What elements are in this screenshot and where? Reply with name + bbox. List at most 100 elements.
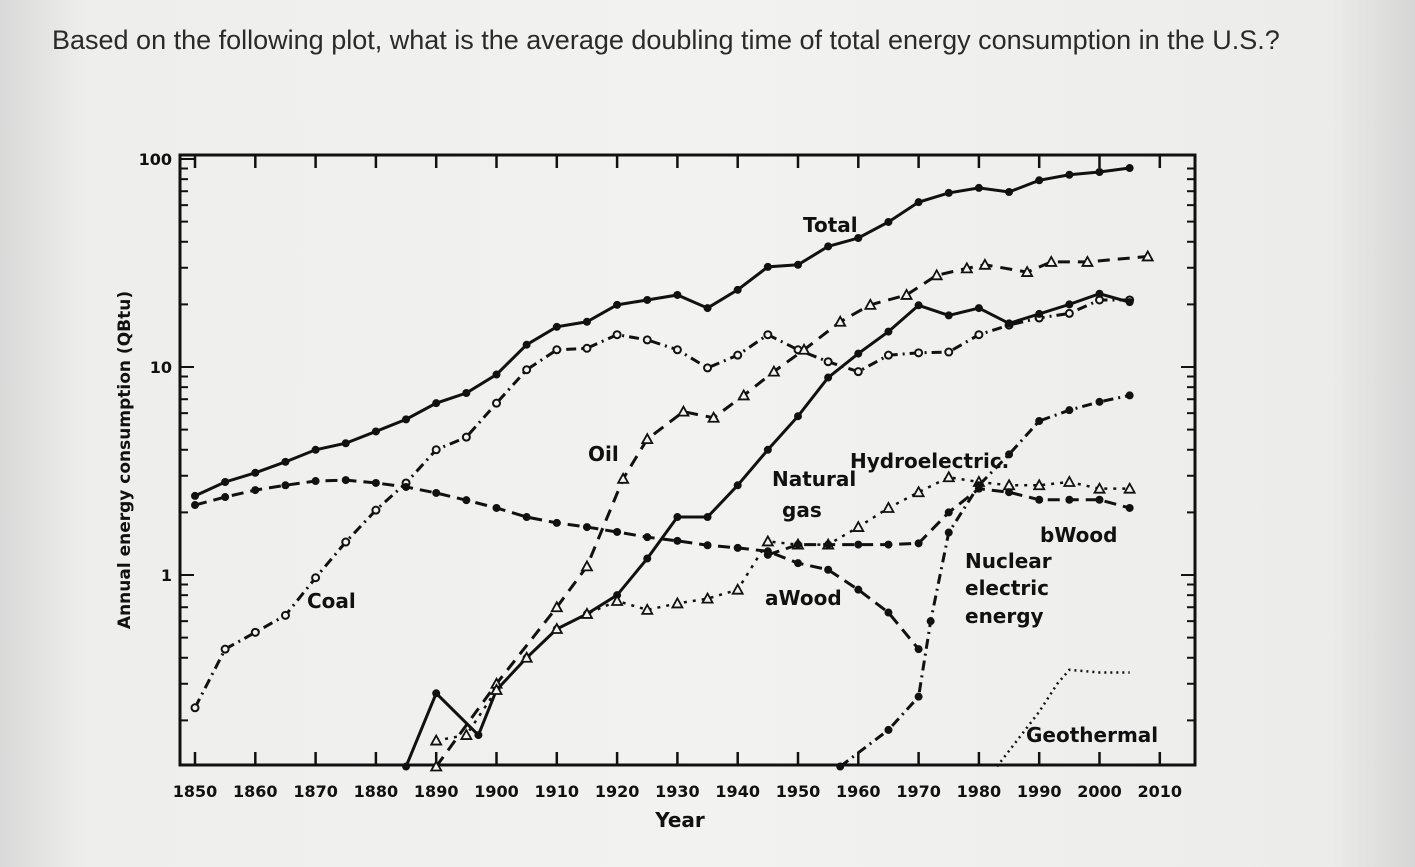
data-point	[550, 600, 564, 613]
data-point	[492, 503, 501, 512]
y-tick-label: 100	[139, 150, 172, 169]
data-point	[280, 610, 290, 620]
x-tick-label: 1900	[474, 782, 519, 801]
x-tick-label: 1980	[957, 782, 1002, 801]
data-point	[763, 550, 772, 559]
data-point	[833, 314, 847, 327]
question-text: Based on the following plot, what is the…	[52, 25, 1280, 55]
data-point	[1095, 289, 1104, 298]
data-point	[429, 759, 443, 772]
data-point	[522, 513, 531, 522]
data-point	[733, 481, 742, 490]
data-point	[884, 327, 893, 336]
data-point	[914, 645, 923, 654]
data-point	[824, 565, 833, 574]
series-line	[839, 393, 1130, 768]
data-point	[1125, 164, 1134, 173]
x-tick-label: 1860	[233, 782, 278, 801]
data-point	[703, 541, 712, 550]
data-point	[1035, 176, 1044, 185]
data-point	[580, 607, 594, 619]
data-point	[640, 602, 654, 615]
data-point	[944, 508, 953, 517]
data-point	[281, 457, 290, 466]
data-point	[1080, 255, 1094, 267]
data-point	[613, 300, 622, 309]
data-point	[914, 692, 923, 701]
data-point	[311, 477, 320, 486]
data-point	[492, 370, 501, 379]
data-point	[884, 725, 893, 734]
data-point	[703, 304, 712, 313]
data-point	[580, 559, 594, 572]
data-point	[884, 608, 893, 617]
annotation-awood: aWood	[765, 586, 842, 610]
data-point	[1044, 255, 1058, 267]
data-point	[221, 477, 230, 486]
data-point	[1035, 309, 1044, 318]
data-point	[251, 468, 260, 477]
data-point	[552, 518, 561, 527]
x-tick-label: 1960	[836, 782, 881, 801]
data-point	[707, 410, 721, 423]
data-point	[881, 501, 895, 513]
series-nuclear-electric-energy	[836, 391, 1134, 771]
data-point	[251, 486, 260, 495]
data-point	[854, 349, 863, 358]
data-point	[1095, 167, 1104, 176]
data-point	[550, 622, 564, 634]
data-point	[1005, 187, 1014, 196]
data-point	[1065, 495, 1074, 504]
data-point	[371, 427, 380, 436]
data-point	[914, 539, 923, 548]
data-point	[733, 543, 742, 552]
data-point	[863, 297, 877, 310]
data-point	[402, 762, 411, 771]
data-point	[1065, 300, 1074, 309]
annotation-total: Total	[803, 213, 858, 237]
data-point	[1035, 417, 1044, 426]
data-point	[1032, 478, 1046, 491]
annotation-nuclear: Nuclear	[965, 549, 1052, 573]
data-point	[884, 540, 893, 549]
data-point	[1125, 503, 1134, 512]
data-point	[974, 481, 983, 490]
data-point	[582, 317, 591, 326]
data-point	[643, 554, 652, 563]
data-point	[191, 501, 199, 510]
data-point	[613, 527, 622, 536]
data-point	[978, 257, 992, 270]
data-point	[190, 703, 200, 713]
x-axis-label: Year	[654, 808, 705, 832]
data-point	[944, 311, 953, 320]
data-point	[797, 342, 811, 355]
data-point	[670, 596, 684, 609]
data-point	[1064, 308, 1074, 318]
data-point	[1002, 478, 1016, 491]
data-point	[1095, 495, 1104, 504]
data-point	[794, 540, 802, 549]
data-point	[221, 493, 230, 502]
x-tick-label: 1870	[293, 782, 338, 801]
data-point	[552, 345, 562, 355]
data-point	[824, 540, 833, 549]
data-point	[944, 188, 953, 197]
data-point	[459, 728, 473, 740]
data-point	[673, 536, 682, 545]
data-point	[341, 476, 350, 485]
data-point	[640, 432, 654, 445]
data-point	[974, 183, 983, 192]
data-point	[642, 335, 652, 345]
data-point	[610, 594, 624, 606]
data-point	[944, 528, 953, 537]
annotation-hydroelectric: Hydroelectric.	[850, 449, 1009, 473]
x-tick-label: 1940	[715, 782, 760, 801]
data-point	[836, 762, 845, 771]
x-tick-label: 1890	[414, 782, 459, 801]
data-point	[1035, 495, 1044, 504]
data-point	[341, 537, 351, 547]
data-point	[914, 348, 924, 358]
data-point	[824, 242, 833, 251]
data-point	[371, 478, 380, 487]
data-point	[824, 373, 833, 382]
